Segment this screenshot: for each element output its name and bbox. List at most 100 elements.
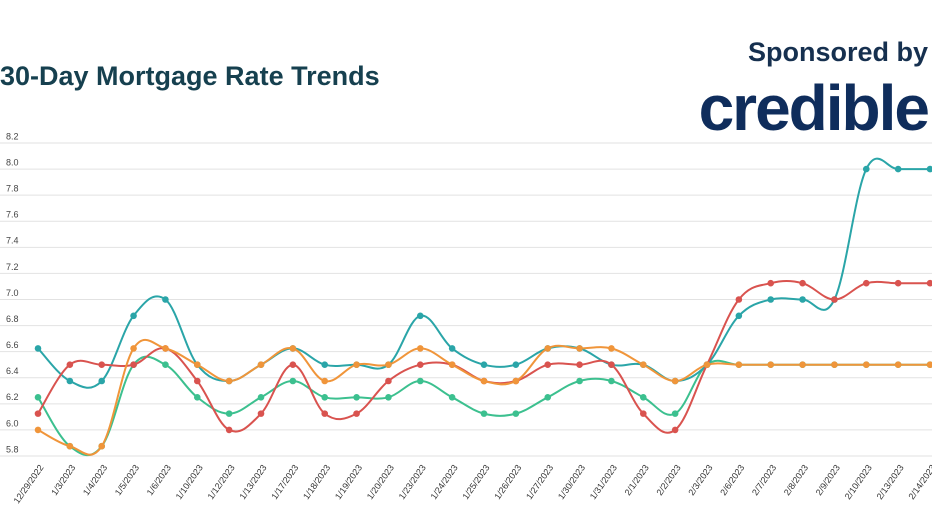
x-tick-label: 1/23/2023 <box>397 463 428 502</box>
x-tick-label: 1/30/2023 <box>556 463 587 502</box>
data-point <box>130 312 137 320</box>
data-point <box>416 361 424 369</box>
data-point <box>767 296 775 303</box>
data-point <box>862 361 870 369</box>
data-point <box>926 279 932 287</box>
data-point <box>289 361 297 369</box>
data-point <box>98 361 106 369</box>
data-point <box>448 394 456 401</box>
x-tick-label: 2/10/2023 <box>843 463 874 502</box>
x-tick-label: 2/14/2023 <box>906 463 932 502</box>
x-tick-label: 1/25/2023 <box>460 463 491 502</box>
data-point <box>512 377 520 385</box>
x-tick-label: 1/18/2023 <box>301 463 332 502</box>
series-line <box>37 355 930 457</box>
data-point <box>225 426 233 434</box>
series-line <box>37 279 930 434</box>
x-tick-label: 2/1/2023 <box>623 463 651 497</box>
x-tick-label: 2/7/2023 <box>750 463 778 497</box>
x-tick-label: 1/12/2023 <box>206 463 237 502</box>
data-point <box>289 345 297 352</box>
data-point <box>608 345 615 352</box>
data-point <box>799 296 806 303</box>
y-tick-label: 6.6 <box>6 340 19 350</box>
data-point <box>799 279 806 287</box>
y-tick-label: 6.4 <box>6 366 19 376</box>
data-point <box>926 361 932 369</box>
data-point <box>416 377 424 385</box>
data-point <box>66 377 74 385</box>
data-point <box>671 377 679 385</box>
data-point <box>34 345 42 352</box>
data-point <box>289 377 297 385</box>
data-point <box>257 394 265 401</box>
data-point <box>130 361 137 369</box>
y-tick-label: 7.0 <box>6 288 19 298</box>
data-point <box>735 296 743 303</box>
data-point <box>162 296 169 303</box>
x-tick-label: 2/13/2023 <box>875 463 906 502</box>
x-tick-label: 1/20/2023 <box>365 463 396 502</box>
data-point <box>926 165 932 173</box>
data-point <box>34 426 42 434</box>
data-point <box>894 165 902 173</box>
y-tick-label: 7.4 <box>6 236 19 246</box>
data-point <box>894 279 902 287</box>
data-point <box>34 394 42 401</box>
data-point <box>162 345 169 352</box>
y-tick-label: 6.2 <box>6 392 19 402</box>
data-point <box>735 312 743 320</box>
x-tick-label: 1/19/2023 <box>333 463 364 502</box>
data-point <box>767 279 775 287</box>
data-point <box>34 410 42 417</box>
data-point <box>321 410 329 417</box>
data-point <box>353 361 360 369</box>
y-tick-label: 6.0 <box>6 418 19 428</box>
x-tick-label: 1/10/2023 <box>174 463 205 502</box>
data-point <box>862 279 870 287</box>
y-tick-label: 8.2 <box>6 131 19 141</box>
series-line <box>37 338 930 456</box>
data-point <box>639 394 647 401</box>
data-point <box>193 394 201 401</box>
data-point <box>448 345 456 352</box>
y-tick-label: 7.6 <box>6 210 19 220</box>
data-point <box>544 361 552 369</box>
y-tick-label: 7.8 <box>6 184 19 194</box>
x-tick-label: 2/9/2023 <box>814 463 842 497</box>
data-point <box>98 377 106 385</box>
x-tick-label: 1/26/2023 <box>492 463 523 502</box>
data-point <box>321 394 329 401</box>
data-point <box>512 410 520 417</box>
data-point <box>257 361 265 369</box>
data-point <box>321 377 329 385</box>
data-point <box>671 410 679 417</box>
data-point <box>480 410 488 417</box>
data-point <box>608 361 615 369</box>
x-tick-label: 1/17/2023 <box>269 463 300 502</box>
x-tick-label: 1/24/2023 <box>429 463 460 502</box>
data-point <box>130 345 137 352</box>
data-point <box>385 377 392 385</box>
data-point <box>894 361 902 369</box>
data-point <box>576 377 583 385</box>
data-point <box>448 361 456 369</box>
data-point <box>353 410 360 417</box>
x-tick-label: 2/8/2023 <box>782 463 810 497</box>
data-point <box>799 361 806 369</box>
data-point <box>193 377 201 385</box>
x-tick-label: 1/3/2023 <box>49 463 77 497</box>
x-tick-label: 1/13/2023 <box>237 463 268 502</box>
data-point <box>767 361 775 369</box>
data-point <box>862 165 870 173</box>
data-point <box>353 394 360 401</box>
x-tick-label: 12/29/2022 <box>12 463 46 506</box>
data-point <box>544 345 552 352</box>
data-point <box>703 361 711 369</box>
x-tick-label: 2/6/2023 <box>718 463 746 497</box>
data-point <box>544 394 552 401</box>
data-point <box>480 361 488 369</box>
y-tick-label: 5.8 <box>6 444 19 454</box>
y-tick-label: 6.8 <box>6 314 19 324</box>
